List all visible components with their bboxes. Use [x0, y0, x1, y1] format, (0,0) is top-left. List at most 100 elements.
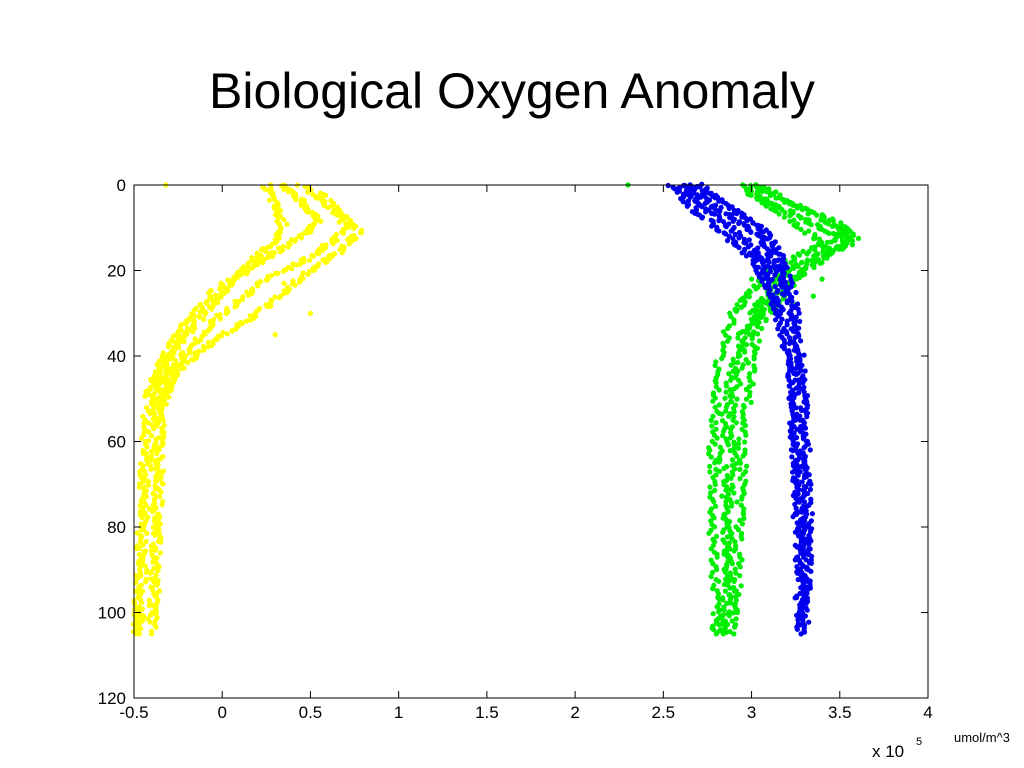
data-point: [739, 496, 745, 502]
data-point: [731, 631, 737, 637]
data-point: [740, 471, 746, 477]
data-point: [788, 401, 794, 407]
data-point: [725, 442, 732, 448]
data-point: [709, 423, 715, 429]
data-point: [800, 436, 807, 442]
data-point: [148, 457, 154, 463]
data-point: [733, 570, 739, 576]
data-point: [755, 331, 761, 337]
data-point: [329, 203, 335, 209]
data-point: [738, 381, 744, 387]
data-point: [244, 264, 250, 270]
data-point: [335, 212, 341, 218]
data-point: [767, 264, 773, 270]
data-point: [712, 441, 718, 447]
data-point: [808, 222, 814, 228]
data-point: [849, 242, 856, 248]
data-point: [716, 218, 722, 224]
data-point: [790, 514, 796, 520]
data-point: [736, 235, 742, 241]
data-point: [708, 454, 714, 460]
data-point: [153, 520, 159, 526]
data-point: [747, 378, 753, 384]
series-2: [665, 181, 816, 637]
x-multiplier-label: x 10 5: [872, 736, 922, 761]
data-point: [156, 435, 162, 441]
data-point: [790, 469, 796, 475]
data-point: [714, 435, 720, 441]
data-point: [150, 524, 156, 530]
data-point: [136, 584, 142, 590]
data-point: [748, 229, 754, 235]
y-tick-label: 80: [107, 518, 126, 537]
data-point: [223, 310, 229, 316]
data-point: [149, 378, 155, 384]
data-point: [803, 514, 809, 520]
data-point: [812, 247, 818, 253]
data-point: [798, 631, 804, 637]
data-point: [716, 468, 723, 474]
data-point: [807, 447, 813, 453]
data-point: [808, 568, 814, 575]
data-point: [795, 263, 801, 269]
data-point: [725, 508, 731, 514]
data-point: [171, 333, 177, 339]
data-point: [736, 244, 742, 251]
data-point: [706, 530, 712, 536]
data-point: [790, 328, 796, 334]
data-point: [789, 454, 795, 460]
data-point: [298, 202, 304, 208]
data-point: [739, 521, 746, 527]
data-point: [798, 226, 804, 232]
data-point: [735, 331, 742, 337]
data-point: [728, 377, 734, 383]
data-point: [152, 618, 158, 624]
data-point: [802, 425, 809, 431]
data-point: [784, 300, 790, 306]
data-point: [744, 463, 750, 469]
data-point: [740, 511, 747, 517]
data-point: [151, 565, 157, 572]
data-point: [269, 253, 276, 260]
data-point: [774, 301, 780, 307]
data-point: [206, 290, 212, 296]
data-point: [176, 362, 182, 368]
data-point: [171, 339, 177, 345]
data-point: [727, 435, 733, 441]
data-point: [747, 393, 753, 399]
data-point: [684, 203, 690, 209]
data-point: [716, 459, 722, 465]
data-point: [277, 249, 283, 255]
data-point: [759, 189, 765, 195]
data-point: [735, 359, 741, 366]
data-point: [156, 407, 162, 413]
data-point: [799, 259, 805, 265]
data-point: [748, 192, 754, 198]
data-point: [713, 420, 719, 426]
data-point: [712, 487, 718, 494]
data-point: [739, 557, 745, 563]
data-point: [136, 609, 142, 615]
data-point: [281, 280, 287, 286]
data-point: [697, 184, 703, 190]
data-point: [143, 457, 150, 463]
data-point: [726, 205, 732, 211]
data-point: [794, 544, 800, 550]
data-point: [281, 186, 287, 192]
data-point: [792, 557, 798, 563]
data-point: [737, 573, 743, 579]
data-point: [733, 616, 739, 622]
data-point: [800, 617, 806, 623]
data-point: [807, 486, 814, 493]
data-point: [796, 325, 802, 331]
data-point: [800, 248, 806, 254]
data-point: [804, 251, 810, 257]
data-point: [160, 481, 166, 487]
data-point: [339, 216, 345, 222]
data-point: [292, 238, 298, 244]
data-point: [713, 533, 720, 540]
data-point: [803, 508, 809, 514]
data-point: [743, 253, 750, 259]
data-point: [159, 502, 165, 508]
data-point: [139, 527, 145, 533]
